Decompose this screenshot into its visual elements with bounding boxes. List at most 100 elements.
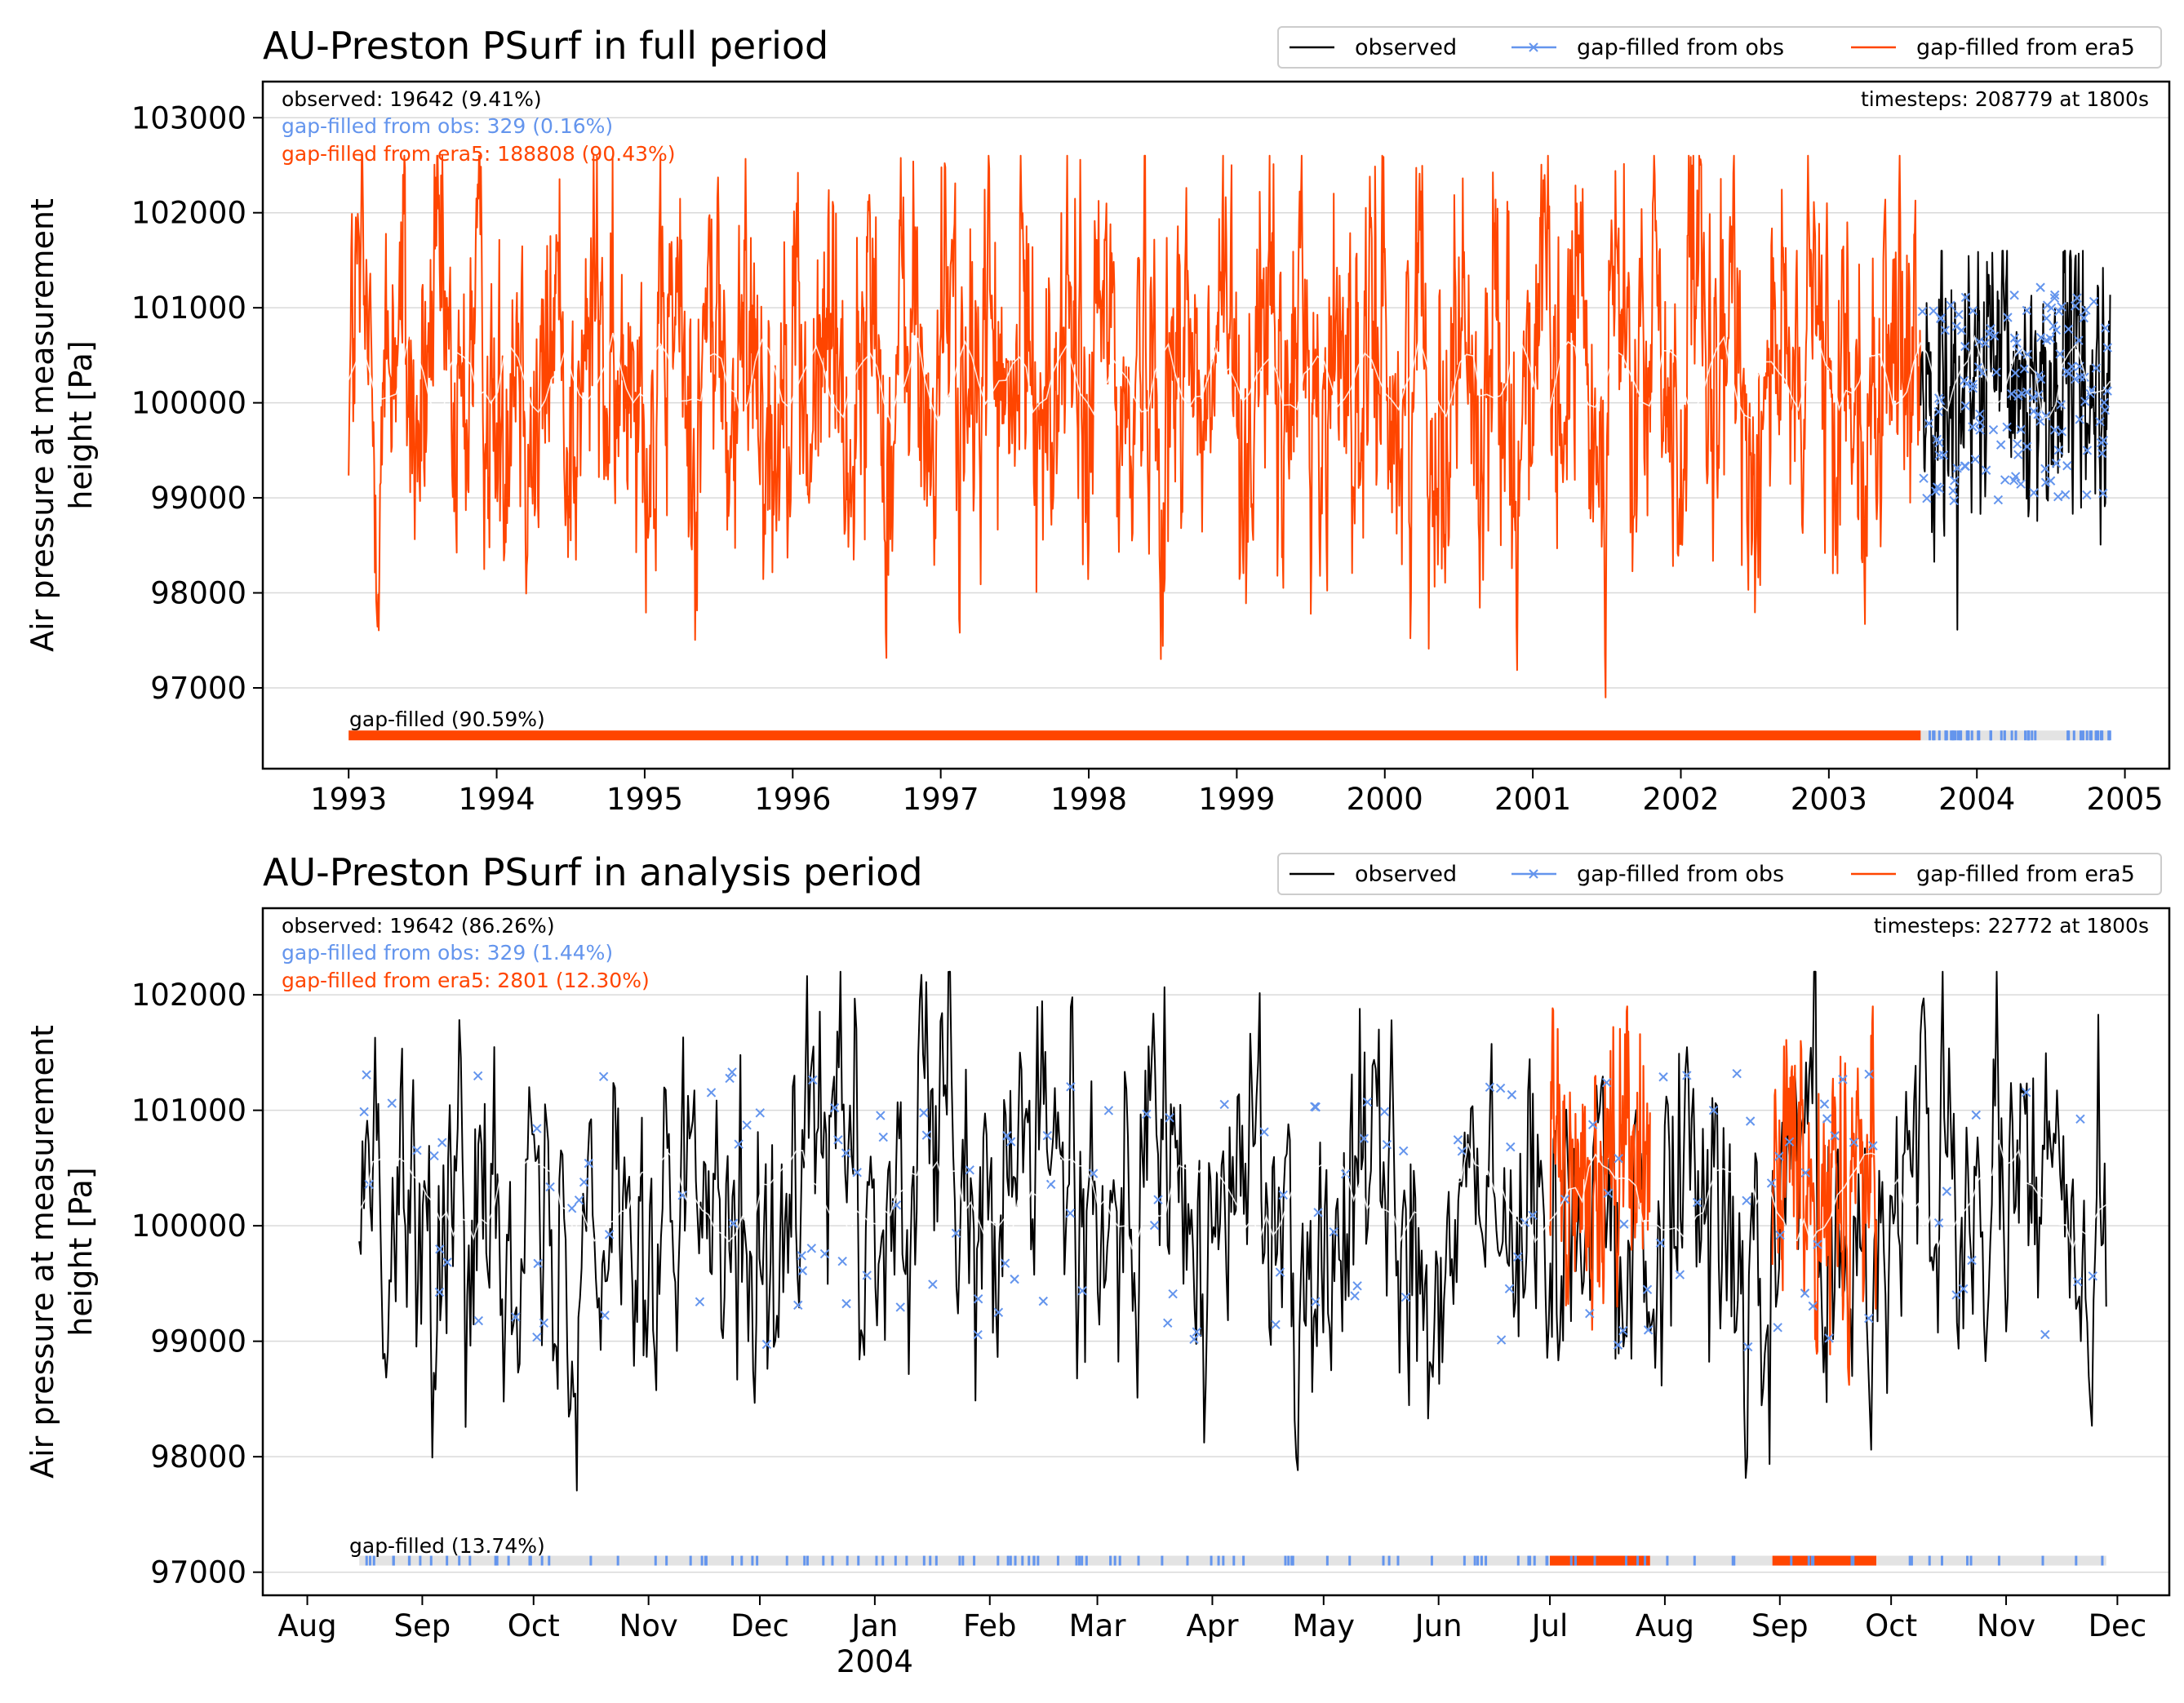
gap-bar-obs-tick (365, 1555, 368, 1566)
obs-gapfill-marker (1975, 409, 1985, 419)
obs-gapfill-marker (1682, 1071, 1692, 1080)
era5-trace (348, 154, 1922, 698)
x-tick-label: Jul (1530, 1608, 1569, 1643)
gap-bar-obs-tick (857, 1555, 860, 1566)
gap-bar-obs-tick (1137, 1555, 1140, 1566)
obs-gapfill-marker (532, 1332, 542, 1342)
gap-bar-obs-tick (1733, 1555, 1736, 1566)
gap-bar-obs-tick (2024, 730, 2027, 741)
gap-bar-era5 (1772, 1555, 1876, 1566)
obs-gapfill-marker (1457, 1146, 1467, 1156)
obs-gapfill-marker (1359, 1133, 1369, 1143)
gap-bar-obs-tick (803, 1555, 806, 1566)
x-tick-label: 1993 (310, 782, 387, 817)
obs-gapfill-marker (1949, 495, 1959, 506)
y-tick-label: 98000 (150, 1439, 246, 1475)
gap-bar-obs-tick (1325, 1555, 1329, 1566)
x-tick-label: Dec (730, 1608, 789, 1643)
obs-gapfill-marker (2055, 349, 2065, 359)
gap-bar-obs-tick (1950, 730, 1953, 741)
obs-gapfill-marker (2040, 463, 2050, 474)
obs-gapfill-marker (1000, 1258, 1010, 1268)
obs-gapfill-marker (1271, 1319, 1281, 1330)
obs-gapfill-marker (725, 1073, 735, 1084)
gap-bar-obs-tick (875, 1555, 878, 1566)
legend-label: gap-filled from era5 (1916, 35, 2135, 60)
obs-gapfill-marker (819, 1248, 830, 1259)
obs-gapfill-marker (876, 1111, 886, 1120)
obs-gapfill-marker (1984, 329, 1995, 339)
gap-bar-obs-tick (2067, 730, 2071, 741)
gap-bar-obs-tick (589, 1555, 593, 1566)
obs-gapfill-marker (435, 1244, 445, 1254)
gap-bar-obs-tick (1960, 730, 1963, 741)
obs-gapfill-marker (1933, 406, 1944, 417)
obs-gapfill-marker (1951, 1290, 1961, 1300)
gap-bar-obs-tick (961, 1555, 965, 1566)
obs-gapfill-marker (2014, 347, 2024, 357)
gap-bar-obs-tick (446, 1555, 449, 1566)
gap-bar-obs-tick (1944, 730, 1947, 741)
obs-gapfill-marker (2000, 475, 2010, 485)
gap-bar-obs-tick (1284, 1555, 1287, 1566)
obs-gapfill-marker (473, 1315, 484, 1326)
obs-gapfill-marker (2053, 445, 2064, 455)
obs-gapfill-marker (1658, 1072, 1668, 1082)
gap-bar-obs-tick (1807, 1555, 1810, 1566)
gap-bar-era5 (348, 730, 1921, 741)
gap-bar-obs-tick (704, 1555, 707, 1566)
gap-bar-obs-tick (2003, 730, 2006, 741)
obs-gapfill-marker (1989, 331, 2000, 341)
y-axis: 97000 98000 99000 100000 101000 102000 103000 (131, 100, 263, 706)
gap-bar-obs-tick (1940, 1555, 1943, 1566)
gap-bar-obs-tick (1545, 1555, 1548, 1566)
gap-bar-obs-tick (1644, 1555, 1647, 1566)
y-axis-label-line2: height [Pa] (63, 1167, 99, 1336)
obs-gapfill-marker (2041, 313, 2052, 323)
x-tick-label: 2000 (1347, 782, 1423, 817)
obs-gapfill-marker (1642, 1284, 1653, 1295)
obs-gapfill-marker (359, 1107, 369, 1117)
obs-gapfill-marker (2075, 415, 2084, 424)
gap-bar-obs-tick (822, 1555, 825, 1566)
obs-gapfill-marker (895, 1302, 905, 1312)
obs-gapfill-marker (1362, 1097, 1373, 1107)
obs-gapfill-marker (1504, 1284, 1515, 1294)
gap-bar-obs-tick (369, 1555, 372, 1566)
gap-bar-obs-tick (1910, 1555, 1913, 1566)
obs-gapfill-marker (2019, 364, 2030, 374)
obs-gapfill-marker (993, 1307, 1004, 1317)
obs-gapfill-marker (600, 1311, 610, 1320)
obs-gapfill-marker (734, 1139, 744, 1149)
obs-gapfill-marker (1278, 1190, 1288, 1200)
obs-gapfill-marker (797, 1251, 806, 1261)
obs-gapfill-marker (1005, 1137, 1016, 1146)
obs-gapfill-marker (973, 1294, 983, 1304)
obs-gapfill-marker (2050, 290, 2060, 300)
annotation-timesteps: timesteps: 22772 at 1800s (1874, 914, 2149, 938)
obs-gapfill-marker (2100, 323, 2111, 333)
gap-bar-obs-tick (1529, 1555, 1532, 1566)
gap-bar-obs-tick (2089, 730, 2093, 741)
x-tick-label: 2005 (2087, 782, 2164, 817)
gap-bar-obs-tick (1232, 1555, 1236, 1566)
obs-gapfill-marker (2049, 293, 2060, 304)
y-tick-label: 102000 (131, 196, 246, 231)
obs-gapfill-marker (1088, 1169, 1099, 1178)
obs-gapfill-marker (1988, 424, 1999, 435)
obs-gapfill-marker (1922, 493, 1932, 503)
obs-gapfill-marker (533, 1258, 543, 1269)
obs-gapfill-marker (2073, 1277, 2083, 1287)
gap-bar-obs-tick (1527, 1555, 1530, 1566)
obs-gapfill-marker (2080, 397, 2090, 406)
x-tick-label: 1995 (606, 782, 683, 817)
obs-gapfill-marker (2009, 290, 2019, 300)
obs-gapfill-marker (761, 1339, 772, 1350)
obs-gapfill-marker (2035, 332, 2046, 343)
obs-gapfill-marker (2051, 459, 2062, 468)
obs-gapfill-marker (1830, 1131, 1840, 1141)
obs-gapfill-marker (2029, 406, 2039, 416)
obs-gapfill-marker (1952, 463, 1962, 473)
gap-bar-obs-tick (1242, 1555, 1245, 1566)
gap-bar-obs-tick (654, 1555, 657, 1566)
